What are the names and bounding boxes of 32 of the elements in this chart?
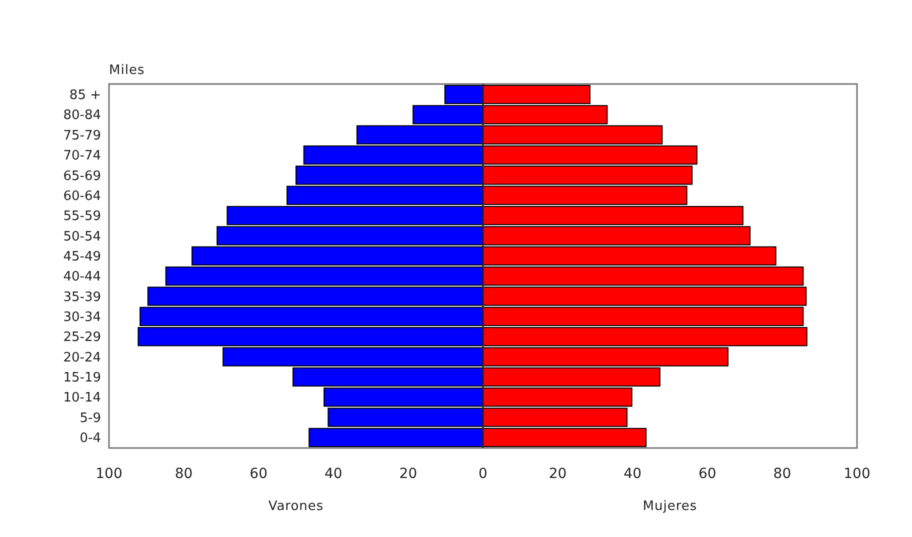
x-tick-label: 20 xyxy=(399,466,418,482)
x-tick-label: 0 xyxy=(478,466,488,482)
y-tick-label: 70-74 xyxy=(63,148,101,164)
y-tick-label: 20-24 xyxy=(63,350,101,366)
y-tick-label: 80-84 xyxy=(63,108,101,124)
x-tick-label: 20 xyxy=(548,466,567,482)
x-tick-label: 80 xyxy=(773,466,792,482)
x-tick-label: 100 xyxy=(96,466,122,482)
y-tick-label: 40-44 xyxy=(63,270,101,285)
y-tick-label: 30-34 xyxy=(63,310,101,325)
x-tick-label: 80 xyxy=(174,466,193,482)
y-tick-label: 15-19 xyxy=(63,370,101,386)
y-tick-label: 60-64 xyxy=(63,188,101,204)
y-tick-label: 50-54 xyxy=(63,229,101,244)
text: Miles xyxy=(109,63,145,78)
y-tick-label: 75-79 xyxy=(63,128,101,144)
x-tick-label: 40 xyxy=(324,466,342,482)
y-tick-label: 65-69 xyxy=(63,168,101,184)
y-tick-label: 45-49 xyxy=(63,249,101,264)
y-tick-label: 5-9 xyxy=(80,410,101,426)
y-tick-label: 0-4 xyxy=(80,431,101,446)
y-tick-label: 25-29 xyxy=(63,330,101,346)
y-tick-label: 35-39 xyxy=(63,290,101,305)
x-tick-label: 100 xyxy=(844,466,870,482)
x-tick-label: 40 xyxy=(624,466,642,482)
text: Varones xyxy=(268,499,324,514)
x-tick-label: 60 xyxy=(698,466,716,482)
text: Mujeres xyxy=(642,499,698,514)
y-tick-label: 85 + xyxy=(69,88,101,104)
y-tick-label: 55-59 xyxy=(63,209,101,224)
y-tick-label: 10-14 xyxy=(63,390,101,406)
x-tick-label: 60 xyxy=(250,466,268,482)
